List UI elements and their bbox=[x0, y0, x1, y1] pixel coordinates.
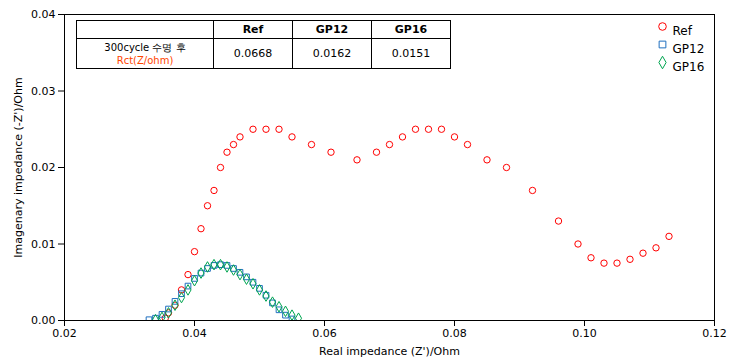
html-text:0.0668: 0.0668 bbox=[233, 47, 273, 60]
svg-text:0.00: 0.00 bbox=[31, 314, 56, 327]
svg-text:0.04: 0.04 bbox=[182, 327, 207, 340]
html-text:GP12: GP12 bbox=[315, 23, 349, 36]
svg-text:0.01: 0.01 bbox=[31, 238, 56, 251]
html-text:0.0162: 0.0162 bbox=[312, 47, 352, 60]
svg-text:0.10: 0.10 bbox=[572, 327, 597, 340]
svg-text:0.02: 0.02 bbox=[31, 161, 56, 174]
html-text:GP16: GP16 bbox=[394, 23, 428, 36]
svg-text:GP16: GP16 bbox=[673, 60, 705, 74]
svg-text:Real impedance (Z')/Ohm: Real impedance (Z')/Ohm bbox=[319, 345, 460, 358]
svg-text:0.08: 0.08 bbox=[442, 327, 467, 340]
svg-text:0.12: 0.12 bbox=[702, 327, 727, 340]
svg-text:Imagenary impedance (-Z')/Ohm: Imagenary impedance (-Z')/Ohm bbox=[12, 77, 25, 257]
svg-text:0.06: 0.06 bbox=[312, 327, 337, 340]
svg-text:0.03: 0.03 bbox=[31, 85, 56, 98]
html-text:Ref: Ref bbox=[242, 23, 264, 36]
svg-text:0.02: 0.02 bbox=[52, 327, 77, 340]
html-text:0.0151: 0.0151 bbox=[391, 47, 431, 60]
svg-text:Ref: Ref bbox=[673, 24, 693, 38]
svg-text:0.04: 0.04 bbox=[31, 8, 56, 21]
svg-text:GP12: GP12 bbox=[673, 42, 705, 56]
html-text:300cycle 수명 후: 300cycle 수명 후 bbox=[104, 42, 186, 53]
html-text:Rct(Z/ohm): Rct(Z/ohm) bbox=[116, 55, 174, 66]
